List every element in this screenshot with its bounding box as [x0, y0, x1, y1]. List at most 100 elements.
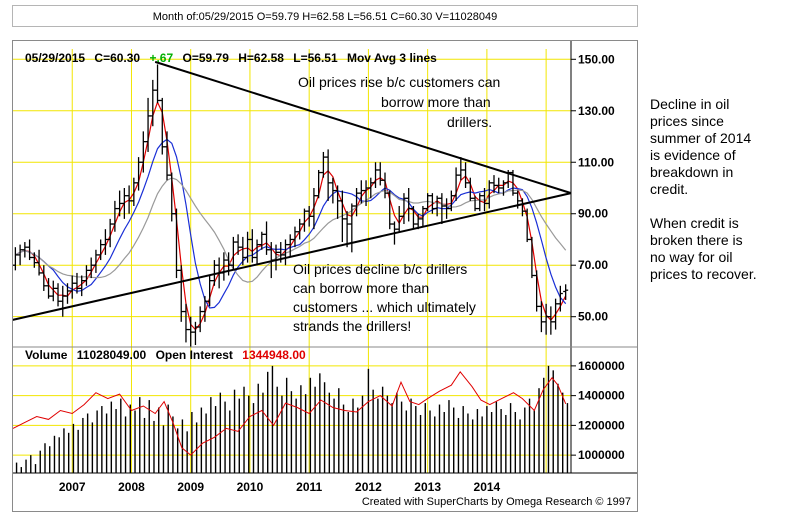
price-bar: [150, 79, 156, 127]
price-bar: [240, 236, 246, 266]
annotation-bottom-line-1: Oil prices decline b/c drillers: [293, 261, 467, 277]
price-bar: [245, 231, 251, 263]
annotation-bottom-line-2: can borrow more than: [293, 280, 429, 296]
price-bar: [41, 265, 47, 291]
price-bar: [136, 157, 142, 191]
header-change: +.67: [149, 51, 173, 65]
price-bar: [117, 190, 123, 217]
price-tick-label: 70.00: [578, 258, 608, 272]
price-tick-label: 50.00: [578, 310, 608, 324]
price-bar: [401, 193, 407, 225]
annotation-top-line-2: borrow more than: [381, 94, 491, 110]
side-note-paragraph-2: When credit is broken there is no way fo…: [650, 215, 795, 283]
price-bar: [453, 167, 459, 201]
header-low: L=56.51: [293, 51, 338, 65]
x-tick-label: 2012: [355, 480, 382, 494]
price-bar: [169, 172, 175, 222]
side-note-line: broken there is: [650, 232, 743, 248]
volume-tick-label: 1000000: [578, 448, 625, 462]
price-bar: [354, 187, 360, 217]
ohlc-info-bar: Month of:05/29/2015 O=59.79 H=62.58 L=56…: [12, 5, 638, 27]
x-tick-label: 2013: [414, 480, 441, 494]
price-bar: [22, 242, 28, 258]
price-bar: [27, 239, 33, 261]
price-bar: [349, 203, 355, 253]
price-bar: [121, 187, 127, 219]
price-bar: [467, 177, 473, 201]
price-bar: [548, 306, 554, 335]
price-bar: [377, 162, 383, 186]
price-bar: [557, 285, 563, 312]
side-note-line: prices since: [650, 113, 724, 129]
price-tick-label: 90.00: [578, 207, 608, 221]
credit-text: Created with SuperCharts by Omega Resear…: [362, 496, 631, 508]
price-bar: [112, 200, 118, 232]
price-bar: [396, 206, 402, 232]
price-bar: [207, 275, 213, 307]
price-bar: [387, 190, 393, 230]
price-bar: [339, 190, 345, 243]
price-bar: [98, 239, 104, 261]
price-bar: [173, 208, 179, 279]
price-bar: [17, 244, 23, 266]
side-note-line: When credit is: [650, 215, 739, 231]
volume-tick-label: 1200000: [578, 418, 625, 432]
price-bar: [563, 284, 569, 300]
annotation-bottom: Oil prices decline b/c drillers can borr…: [293, 261, 476, 334]
annotation-top: Oil prices rise b/c customers can borrow…: [298, 74, 500, 130]
price-bar: [415, 213, 421, 230]
moving-average-slow: [15, 177, 567, 283]
price-bar: [46, 278, 52, 299]
header-high: H=62.58: [238, 51, 284, 65]
price-bar: [368, 177, 374, 199]
price-bar: [31, 252, 37, 268]
side-note-line: Decline in oil: [650, 96, 730, 112]
price-bar: [264, 221, 270, 255]
x-tick-label: 2007: [59, 480, 86, 494]
price-bar: [425, 193, 431, 212]
side-note-paragraph-1: Decline in oil prices since summer of 20…: [650, 96, 795, 198]
open-interest-series: [13, 370, 567, 456]
price-bar: [500, 180, 506, 196]
chart-panel: 2007 2008 2009 2010 2011 2012 2013 2014 150.00 13…: [12, 40, 638, 512]
price-bar: [382, 172, 388, 199]
price-bar: [88, 257, 94, 279]
side-note-line: credit.: [650, 181, 689, 197]
trendlines: [13, 60, 572, 321]
x-tick-label: 2010: [237, 480, 264, 494]
price-bar: [486, 180, 492, 209]
price-bar: [211, 260, 217, 286]
header-indicator: Mov Avg 3 lines: [347, 51, 437, 65]
price-bar: [188, 316, 194, 348]
x-tick-label: 2009: [177, 480, 204, 494]
trendline-upper: [154, 60, 572, 195]
price-bar: [159, 97, 165, 155]
price-tick-label: 110.00: [578, 155, 614, 169]
price-bar: [145, 97, 151, 152]
open-interest-line: [13, 370, 567, 456]
price-bar: [55, 283, 61, 307]
price-bar: [538, 301, 544, 333]
open-interest-value: 1344948.00: [242, 348, 306, 362]
side-note: Decline in oil prices since summer of 20…: [650, 96, 795, 300]
price-bar: [325, 149, 331, 201]
volume-tick-label: 1600000: [578, 359, 625, 373]
price-bar: [202, 296, 208, 322]
price-bar: [553, 298, 559, 330]
annotation-bottom-line-3: customers ... which ultimately: [293, 299, 476, 315]
price-bar: [69, 275, 75, 299]
price-bar: [60, 285, 66, 317]
price-volume-chart[interactable]: 2007 2008 2009 2010 2011 2012 2013 2014 150.00 13…: [13, 41, 637, 511]
price-bar: [358, 180, 364, 204]
price-bar: [335, 185, 341, 219]
moving-average-fast: [15, 100, 567, 331]
price-bar: [140, 131, 146, 173]
price-bar: [178, 265, 184, 322]
price-bar: [183, 303, 189, 343]
price-bar: [155, 64, 161, 104]
price-bar: [406, 187, 412, 222]
price-bar: [330, 177, 336, 204]
price-bar: [491, 175, 497, 194]
moving-average-lines: [15, 100, 567, 331]
side-note-line: summer of 2014: [650, 130, 752, 146]
